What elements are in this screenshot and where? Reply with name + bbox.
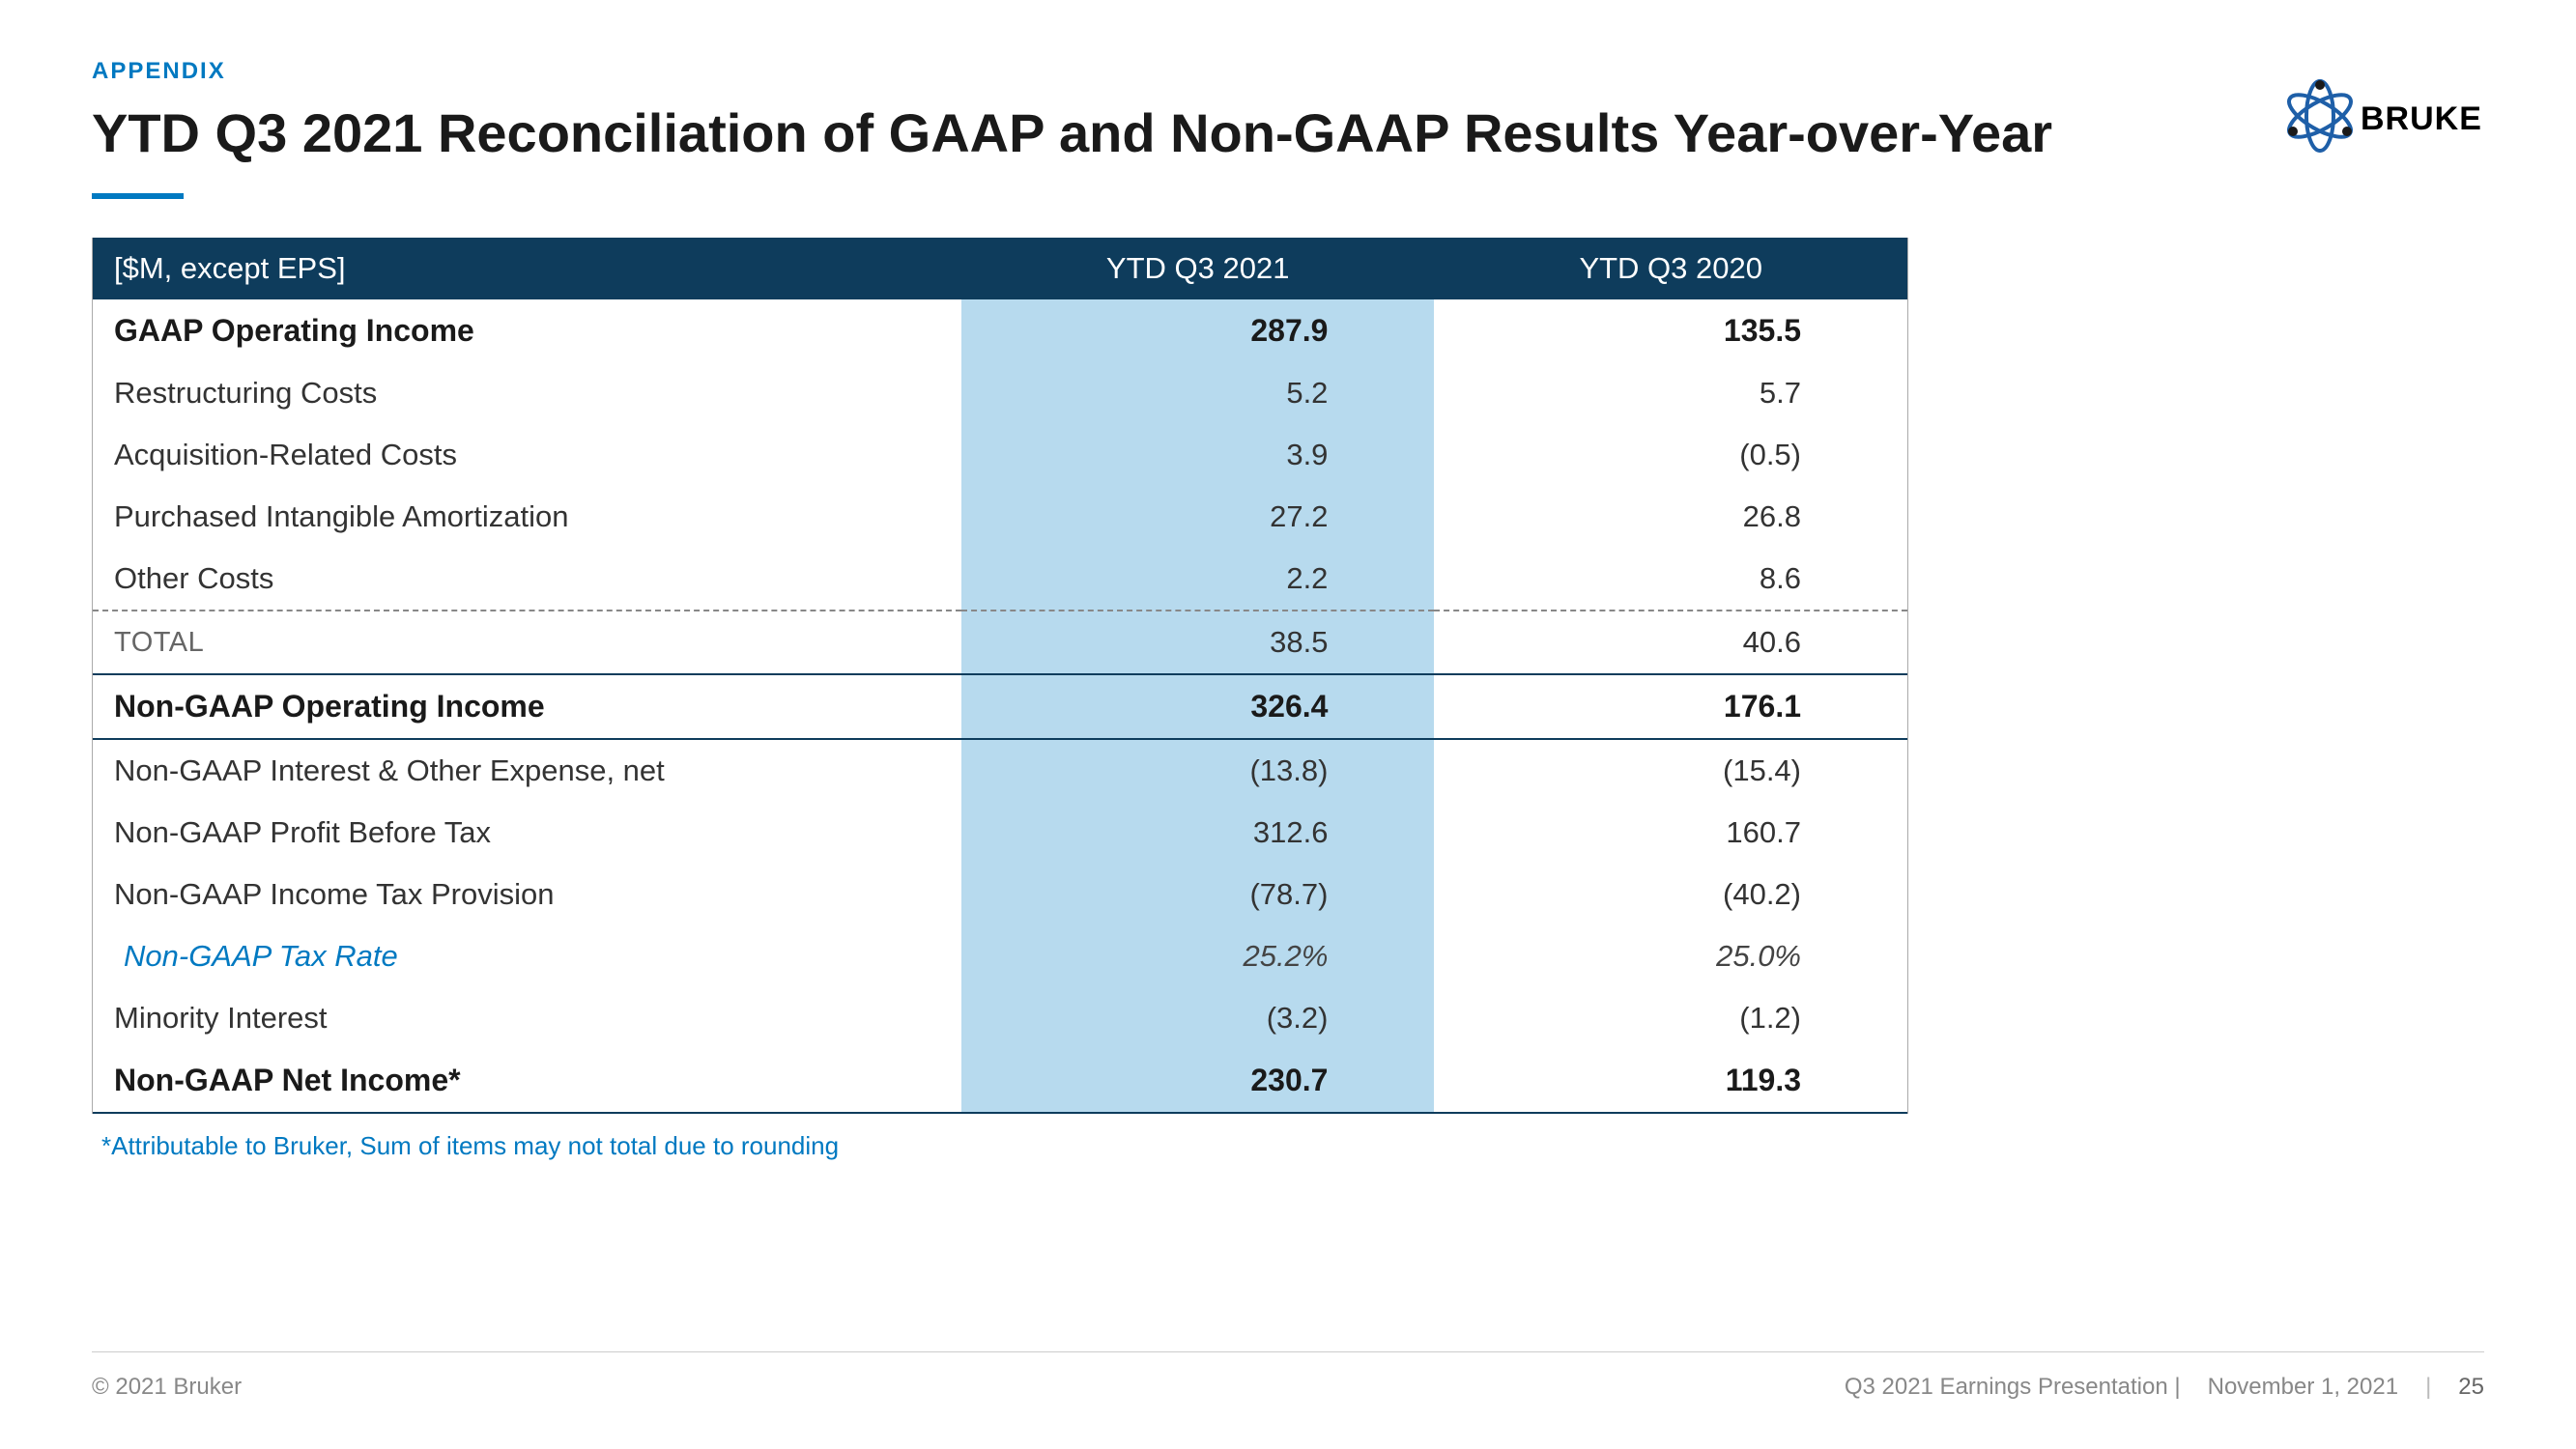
footer-presentation: Q3 2021 Earnings Presentation | (1845, 1374, 2181, 1401)
table-row: Restructuring Costs5.25.7 (93, 362, 1907, 424)
logo-text: BRUKER (2361, 100, 2484, 137)
atom-icon: BRUKER (2281, 58, 2484, 174)
row-label: Non-GAAP Operating Income (93, 674, 961, 739)
row-value-2020: 160.7 (1434, 802, 1907, 864)
row-value-2020: 5.7 (1434, 362, 1907, 424)
copyright: © 2021 Bruker (92, 1374, 242, 1401)
table-row: Purchased Intangible Amortization27.226.… (93, 486, 1907, 548)
table-row: Non-GAAP Interest & Other Expense, net(1… (93, 739, 1907, 802)
table-row: TOTAL38.540.6 (93, 611, 1907, 674)
page-number: 25 (2458, 1374, 2484, 1401)
row-value-2020: (1.2) (1434, 987, 1907, 1049)
row-value-2021: 326.4 (961, 674, 1435, 739)
row-value-2021: 287.9 (961, 299, 1435, 362)
footnote: *Attributable to Bruker, Sum of items ma… (92, 1131, 2484, 1161)
table-row: Non-GAAP Profit Before Tax312.6160.7 (93, 802, 1907, 864)
row-value-2021: 312.6 (961, 802, 1435, 864)
row-label: Purchased Intangible Amortization (93, 486, 961, 548)
row-value-2021: 25.2% (961, 925, 1435, 987)
table-header-row: [$M, except EPS] YTD Q3 2021 YTD Q3 2020 (93, 238, 1907, 299)
footer-date: November 1, 2021 (2208, 1374, 2398, 1401)
reconciliation-table: [$M, except EPS] YTD Q3 2021 YTD Q3 2020… (93, 238, 1907, 1114)
row-value-2021: (78.7) (961, 864, 1435, 925)
table-row: Other Costs2.28.6 (93, 548, 1907, 611)
title-underline (92, 193, 184, 199)
row-label: Non-GAAP Income Tax Provision (93, 864, 961, 925)
row-value-2020: 119.3 (1434, 1049, 1907, 1113)
row-value-2021: (13.8) (961, 739, 1435, 802)
row-value-2020: 26.8 (1434, 486, 1907, 548)
row-value-2021: 230.7 (961, 1049, 1435, 1113)
table-row: Non-GAAP Income Tax Provision(78.7)(40.2… (93, 864, 1907, 925)
table-row: Minority Interest(3.2)(1.2) (93, 987, 1907, 1049)
slide-footer: © 2021 Bruker Q3 2021 Earnings Presentat… (92, 1351, 2484, 1401)
row-value-2021: 27.2 (961, 486, 1435, 548)
row-label: Non-GAAP Interest & Other Expense, net (93, 739, 961, 802)
row-label: Non-GAAP Tax Rate (93, 925, 961, 987)
row-label: Other Costs (93, 548, 961, 611)
table-row: Acquisition-Related Costs3.9(0.5) (93, 424, 1907, 486)
row-label: GAAP Operating Income (93, 299, 961, 362)
page-title: YTD Q3 2021 Reconciliation of GAAP and N… (92, 102, 2484, 164)
row-label: Non-GAAP Net Income* (93, 1049, 961, 1113)
col-header-2021: YTD Q3 2021 (961, 238, 1435, 299)
row-value-2020: (0.5) (1434, 424, 1907, 486)
row-label: Minority Interest (93, 987, 961, 1049)
table-row: Non-GAAP Operating Income326.4176.1 (93, 674, 1907, 739)
row-value-2021: 38.5 (961, 611, 1435, 674)
row-value-2020: 8.6 (1434, 548, 1907, 611)
row-label: Non-GAAP Profit Before Tax (93, 802, 961, 864)
footer-separator: | (2425, 1374, 2431, 1401)
row-label: Acquisition-Related Costs (93, 424, 961, 486)
row-value-2021: (3.2) (961, 987, 1435, 1049)
row-label: TOTAL (93, 611, 961, 674)
row-value-2021: 2.2 (961, 548, 1435, 611)
table-row: Non-GAAP Net Income*230.7119.3 (93, 1049, 1907, 1113)
row-value-2020: 176.1 (1434, 674, 1907, 739)
col-header-label: [$M, except EPS] (93, 238, 961, 299)
col-header-2020: YTD Q3 2020 (1434, 238, 1907, 299)
reconciliation-table-wrap: [$M, except EPS] YTD Q3 2021 YTD Q3 2020… (92, 238, 1908, 1114)
row-value-2021: 5.2 (961, 362, 1435, 424)
row-value-2021: 3.9 (961, 424, 1435, 486)
eyebrow-label: APPENDIX (92, 58, 2484, 85)
brand-logo: BRUKER (2281, 58, 2484, 174)
row-value-2020: (40.2) (1434, 864, 1907, 925)
row-value-2020: 40.6 (1434, 611, 1907, 674)
row-value-2020: (15.4) (1434, 739, 1907, 802)
row-value-2020: 135.5 (1434, 299, 1907, 362)
table-row: Non-GAAP Tax Rate25.2%25.0% (93, 925, 1907, 987)
row-label: Restructuring Costs (93, 362, 961, 424)
table-row: GAAP Operating Income287.9135.5 (93, 299, 1907, 362)
row-value-2020: 25.0% (1434, 925, 1907, 987)
